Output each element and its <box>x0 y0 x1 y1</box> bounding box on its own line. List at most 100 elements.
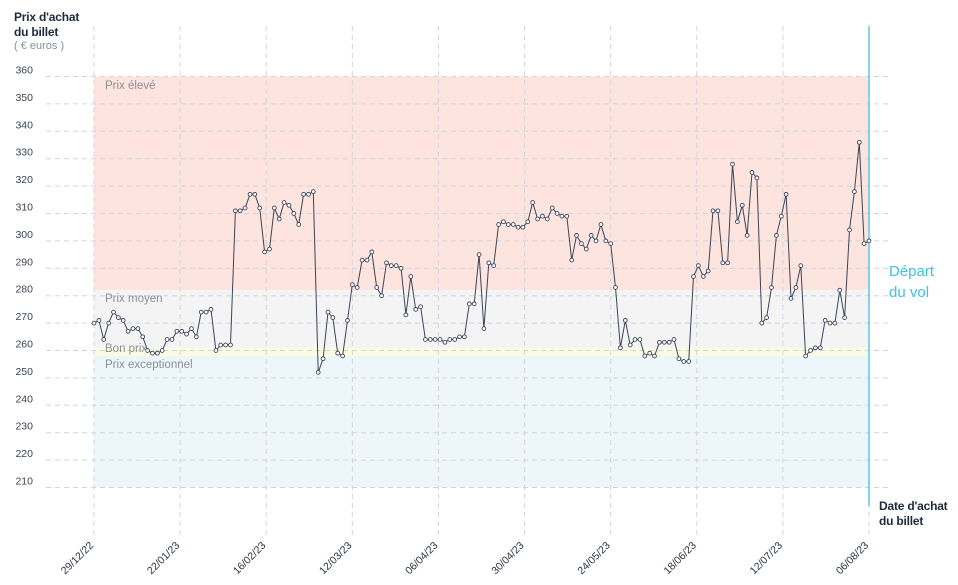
data-point <box>388 263 394 268</box>
data-point <box>427 337 433 342</box>
price-points <box>91 139 872 375</box>
data-point <box>237 208 243 214</box>
data-point <box>252 191 258 197</box>
data-point <box>705 268 711 274</box>
data-point <box>198 309 204 315</box>
data-point <box>759 320 765 326</box>
data-point <box>657 339 662 345</box>
y-tick-label: 340 <box>15 119 33 131</box>
data-point <box>505 222 511 227</box>
y-tick-label: 350 <box>15 92 33 104</box>
data-point <box>247 191 253 197</box>
data-point <box>569 257 575 263</box>
y-tick-label: 230 <box>15 421 33 433</box>
x-tick-label: 12/07/23 <box>748 540 785 577</box>
data-point <box>306 191 311 197</box>
data-point <box>262 249 267 255</box>
data-point <box>271 205 277 211</box>
y-axis-title-line2: du billet <box>14 25 59 39</box>
data-point <box>184 331 189 337</box>
data-point <box>150 350 155 356</box>
data-point <box>106 320 111 326</box>
data-point <box>203 309 209 315</box>
data-point <box>861 241 867 246</box>
y-tick-label: 210 <box>15 476 33 488</box>
data-point <box>608 241 614 246</box>
data-point <box>501 219 506 225</box>
y-axis-tick-labels: 210 220 230 240 250 260 270 280 290 300 310 320 330 3… <box>15 65 33 488</box>
zone-good <box>94 347 869 356</box>
data-point <box>359 257 365 263</box>
data-point <box>535 216 540 222</box>
data-point <box>315 370 321 375</box>
y-tick-label: 360 <box>15 65 33 77</box>
data-point <box>257 205 263 211</box>
data-point <box>564 213 570 219</box>
y-axis-title: Prix d'achat du billet <box>14 10 79 40</box>
data-point <box>476 252 482 257</box>
data-point <box>491 263 497 268</box>
zone-exceptional <box>94 355 869 488</box>
x-axis-title: Date d'achat du billet <box>879 499 948 529</box>
x-axis-title-line1: Date d'achat <box>879 499 948 513</box>
zone-label-high: Prix élevé <box>105 80 156 92</box>
data-point <box>379 293 384 299</box>
data-point <box>442 339 448 345</box>
x-tick-label: 29/12/22 <box>59 540 96 577</box>
data-point <box>754 175 760 181</box>
data-point <box>223 342 228 348</box>
price-zones <box>94 76 869 488</box>
data-point <box>603 238 609 244</box>
data-point <box>510 222 516 227</box>
data-point <box>125 328 131 334</box>
data-point <box>403 312 409 318</box>
data-point <box>398 265 404 271</box>
data-point <box>671 337 677 342</box>
zone-label-average: Prix moyen <box>105 293 163 305</box>
data-point <box>583 246 589 252</box>
zone-average <box>94 290 869 348</box>
data-point <box>622 318 628 323</box>
data-point <box>769 285 774 290</box>
x-tick-label: 18/06/23 <box>662 540 699 577</box>
data-point <box>817 345 823 351</box>
data-point <box>111 309 116 315</box>
data-point <box>486 260 492 266</box>
data-point <box>822 318 828 323</box>
data-point <box>345 318 350 323</box>
data-point <box>335 350 341 356</box>
data-point <box>496 222 501 227</box>
data-point <box>574 233 579 238</box>
data-point <box>744 233 750 238</box>
data-point <box>710 208 716 214</box>
data-point <box>842 315 847 320</box>
data-point <box>778 213 784 219</box>
data-point <box>666 339 672 345</box>
departure-label: Départ du vol <box>889 261 934 303</box>
data-point <box>233 208 238 214</box>
y-tick-label: 260 <box>15 339 33 351</box>
data-point <box>783 191 789 197</box>
data-point <box>647 350 653 356</box>
y-tick-label: 270 <box>15 311 33 323</box>
data-point <box>749 170 755 175</box>
data-point <box>579 241 584 246</box>
data-point <box>593 238 599 244</box>
data-point <box>340 353 345 359</box>
data-point <box>101 337 107 342</box>
data-point <box>632 337 638 342</box>
data-point <box>140 334 146 340</box>
data-point <box>320 356 326 362</box>
data-point <box>228 342 233 348</box>
y-axis-unit: ( € euros ) <box>14 40 65 52</box>
data-point <box>627 342 633 348</box>
data-point <box>208 307 214 312</box>
data-point <box>837 287 843 293</box>
data-point <box>276 216 282 222</box>
data-point <box>155 350 160 356</box>
y-tick-label: 280 <box>15 284 33 296</box>
data-point <box>691 274 696 279</box>
x-tick-label: 16/02/23 <box>231 540 268 577</box>
data-point <box>808 348 813 353</box>
